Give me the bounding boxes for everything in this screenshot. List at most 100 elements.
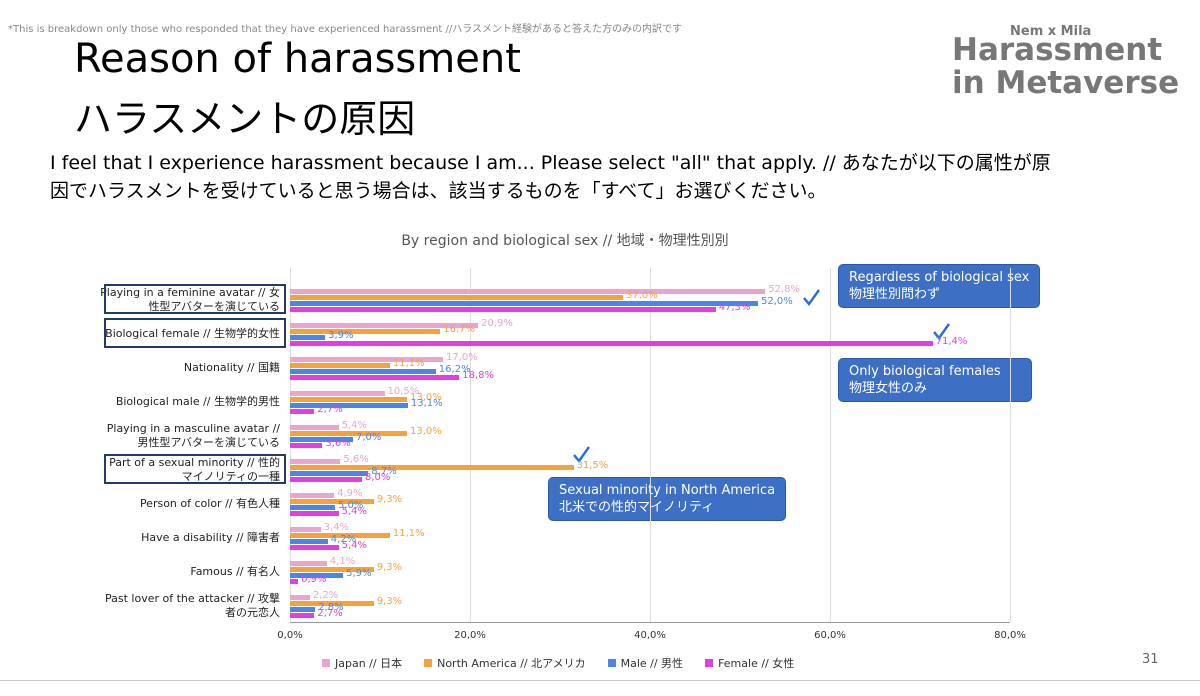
y-tick-label: Person of color // 有色人種	[139, 497, 280, 510]
bar	[290, 362, 390, 368]
bar	[290, 476, 362, 482]
chart-title: By region and biological sex // 地域・物理性別別	[401, 233, 729, 249]
value-label: 5,4%	[341, 420, 367, 431]
value-label: 13,0%	[410, 426, 442, 437]
value-label: 2,7%	[317, 404, 343, 415]
question: I feel that I experience harassment beca…	[50, 152, 1051, 174]
bar	[290, 396, 407, 402]
value-label: 3,9%	[328, 330, 354, 341]
x-tick-label: 40,0%	[634, 630, 666, 641]
y-tick-label: Biological male // 生物学的男性	[115, 395, 280, 408]
value-label: 10,5%	[387, 386, 420, 397]
value-label: 3,4%	[323, 522, 349, 533]
x-tick-label: 20,0%	[454, 630, 486, 641]
y-tick-label: Famous // 有名人	[190, 565, 280, 578]
value-label: 52,8%	[768, 284, 800, 295]
bar	[290, 504, 335, 510]
x-axis	[290, 622, 1010, 623]
value-label: 7,0%	[356, 432, 382, 443]
value-label: 4,1%	[329, 556, 356, 567]
bar	[290, 436, 353, 442]
bar	[290, 560, 327, 566]
y-tick-label: Nationality // 国籍	[183, 361, 280, 374]
annotation-line: 物理性別問わず	[849, 287, 941, 302]
value-label: 9,3%	[376, 494, 403, 505]
bar	[290, 328, 441, 334]
bar	[290, 334, 326, 340]
title: ハラスメントの原因	[74, 97, 416, 141]
title: Reason of harassment	[74, 36, 521, 82]
bar	[290, 408, 315, 414]
legend-swatch	[322, 659, 330, 667]
legend-swatch	[607, 659, 616, 667]
bar	[290, 442, 323, 448]
annotation: Only biological females 物理女性のみ	[838, 358, 1032, 402]
x-tick-label: 0,0%	[277, 630, 303, 641]
grid-line	[470, 268, 471, 622]
bar	[290, 322, 479, 328]
grid-line	[830, 268, 831, 622]
value-label: 9,3%	[376, 596, 403, 607]
annotation-line: Sexual minority in North America	[559, 483, 776, 498]
bar	[290, 356, 443, 362]
bar	[290, 538, 328, 544]
value-label: 5,0%	[338, 500, 364, 511]
bar	[290, 464, 574, 470]
x-tick-label: 80,0%	[994, 630, 1026, 641]
value-label: 37,0%	[626, 290, 658, 301]
highlight-box	[104, 318, 286, 348]
legend-label: Japan // 日本	[335, 657, 403, 670]
y-tick-label: Playing in a feminine avatar // 女性型アバターを…	[100, 286, 280, 313]
value-label: 3,6%	[325, 438, 351, 449]
bar	[290, 374, 460, 380]
bar	[290, 390, 385, 396]
annotation: Regardless of biological sex 物理性別問わず	[838, 264, 1041, 308]
value-label: 31,5%	[576, 460, 609, 471]
value-label: 5,9%	[346, 568, 372, 579]
check	[573, 446, 591, 464]
value-label: 52,0%	[761, 296, 793, 307]
bar	[290, 424, 339, 430]
highlight-box	[104, 284, 286, 314]
annotation-line: Only biological females	[849, 364, 1001, 379]
highlight-box	[104, 454, 286, 484]
legend-label: Male // 男性	[620, 657, 684, 670]
bar	[290, 612, 315, 618]
bar	[290, 306, 716, 312]
bar	[290, 470, 369, 476]
y-tick-label: Past lover of the attacker // 攻撃者の元恋人	[105, 592, 280, 619]
value-label: 8,7%	[371, 466, 397, 477]
bar	[290, 458, 341, 464]
value-label: 16,2%	[438, 364, 471, 375]
value-label: 18,8%	[462, 370, 494, 381]
bar	[290, 566, 374, 572]
bar	[290, 526, 321, 532]
value-label: 17,0%	[446, 352, 478, 363]
check	[803, 289, 821, 307]
logo: in Metaverse	[952, 65, 1180, 101]
value-label: 4,9%	[337, 488, 363, 499]
bar	[290, 340, 933, 346]
value-label: 13,1%	[410, 398, 443, 409]
logo: Nem x Mila	[1010, 24, 1092, 39]
annotation: Sexual minority in North America 北米での性的マイ…	[548, 477, 787, 521]
annotation-line: 物理女性のみ	[849, 381, 928, 396]
page-number: 31	[1142, 652, 1159, 667]
bar	[290, 288, 766, 294]
value-label: 5,4%	[341, 540, 367, 551]
value-label: 0,9%	[301, 574, 327, 585]
bar	[290, 492, 335, 498]
bar	[290, 606, 316, 612]
y-tick-label: Biological female // 生物学的女性	[105, 327, 280, 340]
annotation-line: Regardless of biological sex	[849, 270, 1030, 285]
value-label: 8,0%	[365, 472, 391, 483]
value-label: 20,9%	[481, 318, 513, 329]
bar	[290, 498, 374, 504]
value-label: 2,7%	[317, 608, 343, 619]
bar	[290, 544, 339, 550]
bar	[290, 600, 374, 606]
value-label: 16,7%	[443, 324, 476, 335]
value-label: 4,2%	[330, 534, 357, 545]
value-label: 5,4%	[341, 506, 367, 517]
